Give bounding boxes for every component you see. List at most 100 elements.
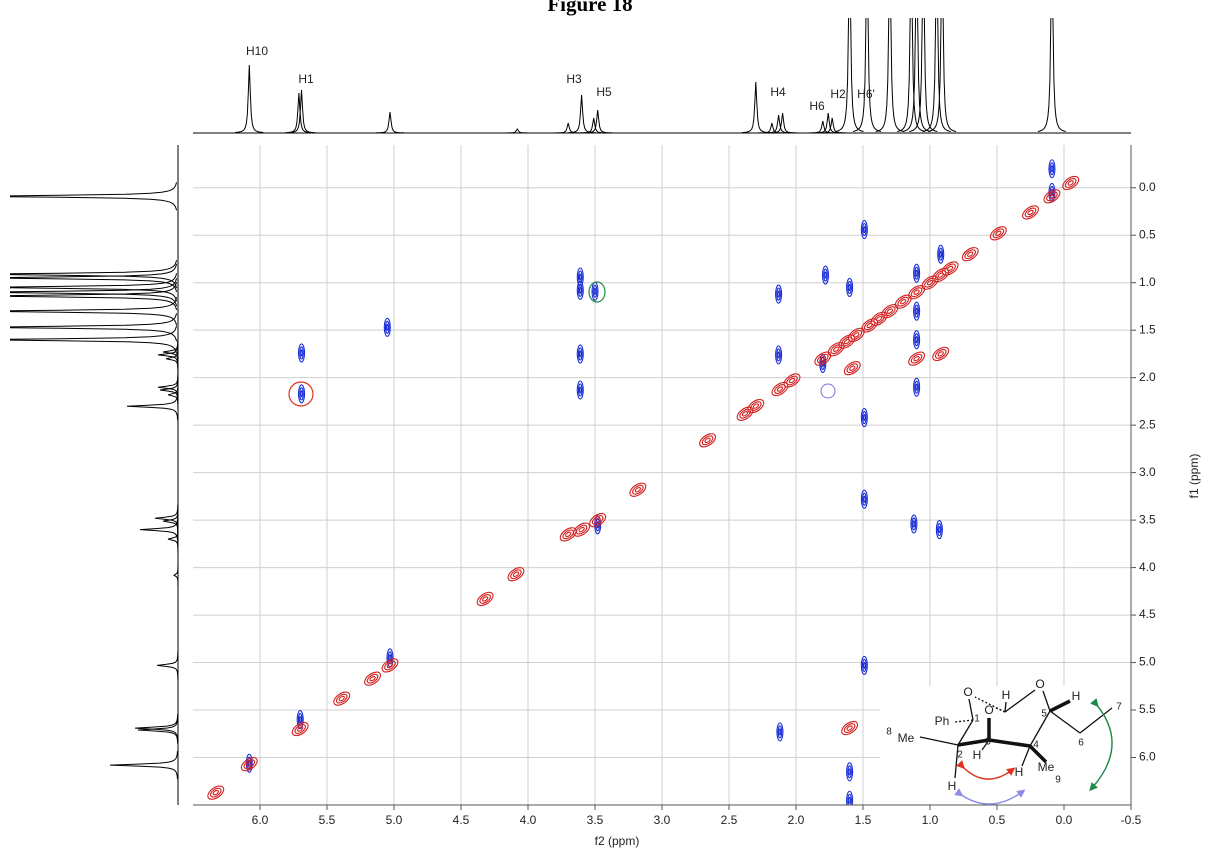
contour-ring [777, 290, 780, 298]
contour-ring [846, 725, 853, 731]
contour-ring [843, 723, 856, 734]
contour-ring [894, 294, 912, 309]
contour-ring [578, 350, 582, 358]
contour-ring [297, 343, 306, 363]
contour-ring [915, 336, 918, 344]
atom-label: H [1072, 689, 1081, 703]
bond [919, 736, 959, 746]
contour-ring [821, 265, 830, 285]
positive-peak [364, 671, 382, 686]
negative-peak [937, 244, 945, 264]
contour-ring [913, 330, 921, 350]
contour-ring [849, 365, 856, 371]
contour-ring [860, 219, 868, 240]
atom-number: 2 [957, 750, 963, 761]
contour-ring [833, 346, 840, 352]
plot-area [207, 159, 1080, 805]
atom-number: 6 [1078, 738, 1084, 749]
projection-peak [10, 325, 177, 354]
y-tick-label: 1.5 [1139, 322, 1156, 336]
contour-ring [915, 269, 918, 277]
noe-arrow [956, 760, 1016, 780]
contour-ring [932, 346, 950, 362]
peak-label: H2 [830, 87, 846, 101]
bond [1049, 710, 1081, 734]
projection-peak [376, 111, 404, 134]
contour-ring [591, 515, 604, 526]
contour-ring [243, 759, 256, 770]
contour-ring [383, 317, 391, 337]
projection-peak [764, 114, 793, 134]
top-projection [193, 18, 1131, 134]
projection-peak [768, 112, 797, 134]
contour-ring [881, 304, 899, 319]
contour-ring [995, 230, 1002, 237]
peak-label: H10 [246, 44, 268, 58]
atom-label: H [1015, 765, 1024, 779]
contour-ring [369, 675, 376, 682]
contour-ring [941, 261, 959, 276]
contour-ring [913, 263, 921, 283]
atom-label: Me [898, 731, 915, 745]
contour-ring [913, 377, 921, 397]
positive-peak [941, 261, 959, 276]
negative-peak [913, 377, 921, 397]
contour-ring [847, 280, 852, 294]
y-tick-label: 5.0 [1139, 655, 1156, 669]
bond [1028, 744, 1048, 764]
contour-ring [816, 353, 829, 364]
contour-ring [848, 768, 851, 776]
contour-ring [576, 380, 584, 400]
atom-number: 1 [974, 714, 980, 725]
contour-ring [914, 304, 919, 318]
contour-ring [860, 489, 868, 509]
y-tick-label: 4.0 [1139, 560, 1156, 574]
contour-ring [386, 662, 394, 669]
bond [968, 698, 974, 721]
contour-ring [300, 390, 303, 398]
contour-ring [939, 250, 943, 258]
contour-ring [381, 658, 399, 673]
x-tick-label: 4.5 [453, 813, 470, 827]
positive-peak [1022, 205, 1039, 220]
contour-ring [1062, 175, 1080, 191]
contour-ring [910, 353, 923, 364]
contour-ring [861, 222, 867, 237]
negative-peak [913, 330, 921, 350]
contour-ring [814, 351, 832, 366]
contour-ring [578, 386, 582, 394]
projection-peak [757, 122, 786, 134]
contour-ring [576, 344, 584, 364]
contour-ring [823, 268, 828, 282]
contour-ring [914, 266, 919, 280]
positive-peak [629, 482, 647, 497]
x-tick-label: 3.0 [654, 813, 671, 827]
peak-label: H6 [809, 99, 825, 113]
y-tick-label: 1.0 [1139, 275, 1156, 289]
contour-ring [481, 596, 489, 602]
structure-background [880, 686, 1130, 804]
contour-ring [946, 265, 954, 272]
positive-peak [291, 721, 309, 737]
contour-ring [827, 342, 845, 357]
contour-ring [967, 251, 974, 257]
bond [957, 719, 974, 746]
projection-peak [10, 273, 177, 302]
projection-peak [897, 18, 926, 132]
contour-ring [913, 289, 920, 295]
contour-ring [783, 373, 801, 388]
negative-peak [860, 407, 868, 428]
positive-peak [908, 285, 926, 300]
contour-ring [911, 517, 917, 531]
peak-label: H5 [596, 85, 612, 99]
contour-ring [299, 387, 304, 401]
contour-ring [1050, 165, 1054, 173]
contour-ring [479, 594, 491, 604]
projection-peak [818, 117, 847, 134]
positive-peak [736, 406, 754, 421]
projection-peak [134, 714, 179, 743]
contour-ring [853, 332, 860, 338]
highlight-circle [588, 281, 606, 303]
atom-label: H [948, 779, 957, 793]
contour-ring [873, 313, 885, 324]
